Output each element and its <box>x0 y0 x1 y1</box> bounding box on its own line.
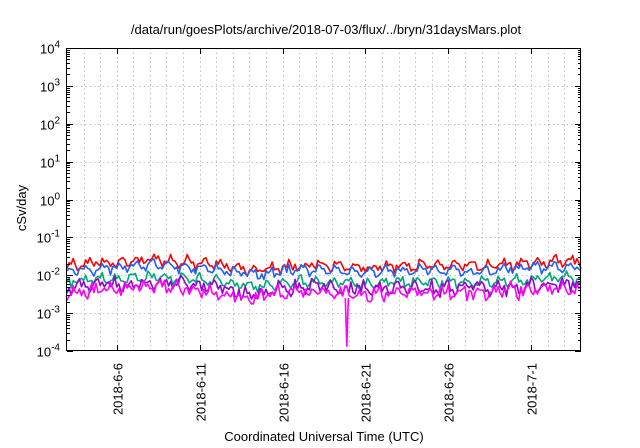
chart-title: /data/run/goesPlots/archive/2018-07-03/f… <box>131 22 522 37</box>
y-tick-exponent: -4 <box>51 343 60 354</box>
y-tick-label: 101 <box>40 154 60 171</box>
x-tick-label: 2018-6-21 <box>359 363 374 422</box>
x-axis-label: Coordinated Universal Time (UTC) <box>224 429 423 444</box>
x-tick-label: 2018-6-11 <box>194 363 209 421</box>
plot-frame <box>66 48 581 351</box>
y-tick-label: 10-2 <box>37 267 61 284</box>
series-dip <box>344 298 350 347</box>
x-tick-label: 2018-6-26 <box>442 363 457 422</box>
y-tick-base: 10 <box>37 231 51 246</box>
y-tick-label: 10-3 <box>37 305 61 322</box>
x-tick-label: 2018-6-16 <box>277 363 292 422</box>
y-tick-label: 102 <box>40 116 60 133</box>
x-tick-label: 2018-7-1 <box>525 363 540 415</box>
y-tick-label: 10-4 <box>37 343 61 360</box>
y-tick-exponent: -2 <box>51 267 60 278</box>
y-tick-exponent: 3 <box>54 78 60 89</box>
y-tick-exponent: -3 <box>51 305 60 316</box>
y-tick-base: 10 <box>37 269 51 284</box>
y-tick-base: 10 <box>40 42 54 57</box>
y-tick-exponent: -1 <box>51 229 60 240</box>
grid <box>67 48 581 351</box>
x-tick-labels: 2018-6-6 2018-6-11 2018-6-16 2018-6-21 2018-… <box>111 363 540 422</box>
y-tick-exponent: 1 <box>54 154 60 165</box>
y-tick-base: 10 <box>40 194 54 209</box>
y-tick-exponent: 0 <box>54 192 60 203</box>
series-line <box>66 279 582 305</box>
y-tick-label: 10-1 <box>37 229 61 246</box>
ticks <box>67 48 581 352</box>
y-tick-label: 100 <box>40 192 60 209</box>
series-line <box>66 274 582 301</box>
y-tick-base: 10 <box>40 156 54 171</box>
series-layer <box>66 253 582 347</box>
y-tick-base: 10 <box>37 345 51 360</box>
series-line <box>66 258 582 281</box>
y-tick-exponent: 4 <box>54 40 60 51</box>
y-tick-base: 10 <box>40 80 54 95</box>
y-axis-label: cSv/day <box>14 184 29 231</box>
y-tick-base: 10 <box>37 307 51 322</box>
series-line <box>66 253 582 278</box>
y-tick-exponent: 2 <box>54 116 60 127</box>
x-tick-label: 2018-6-6 <box>111 363 126 415</box>
y-tick-base: 10 <box>40 118 54 133</box>
y-tick-label: 104 <box>40 40 60 57</box>
y-tick-label: 103 <box>40 78 60 95</box>
